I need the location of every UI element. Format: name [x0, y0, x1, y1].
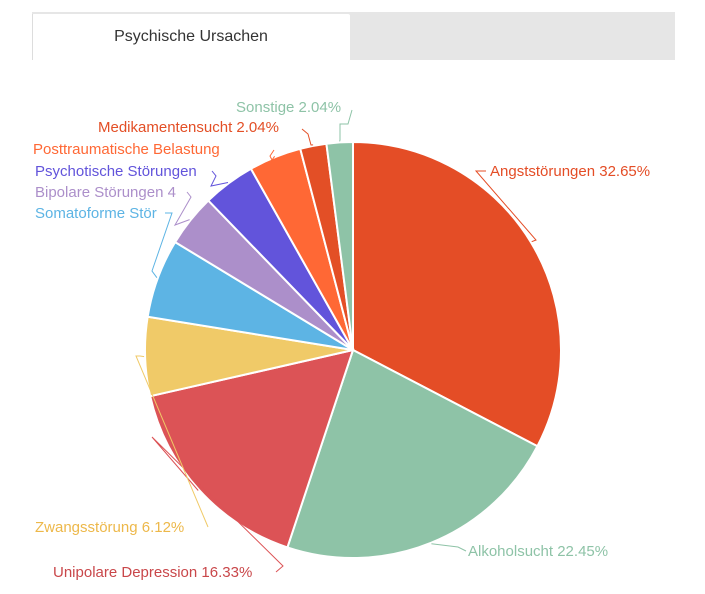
pie-label-4: Somatoforme Stör	[35, 205, 157, 222]
pie-leader-line-8	[301, 128, 314, 146]
pie-label-0: Angststörungen 32.65%	[490, 163, 650, 180]
pie-leader-line-3	[135, 355, 209, 528]
pie-leader-lines	[135, 109, 537, 573]
pie-label-7: Posttraumatische Belastung	[33, 141, 220, 158]
tab-psychische-ursachen[interactable]: Psychische Ursachen	[32, 14, 350, 60]
pie-label-3: Zwangsstörung 6.12%	[35, 519, 184, 536]
pie-label-1: Alkoholsucht 22.45%	[468, 543, 608, 560]
pie-label-2: Unipolare Depression 16.33%	[53, 564, 252, 581]
pie-slices	[144, 140, 562, 559]
pie-label-6: Psychotische Störungen	[35, 163, 197, 180]
pie-slice-0[interactable]	[352, 140, 562, 448]
pie-leader-line-4	[151, 212, 173, 278]
pie-leader-line-0	[474, 170, 537, 243]
pie-label-5: Bipolare Störungen 4	[35, 184, 176, 201]
pie-label-9: Sonstige 2.04%	[236, 99, 341, 116]
pie-leader-line-7	[269, 149, 276, 161]
pie-slice-1[interactable]	[286, 348, 539, 559]
pie-slice-2[interactable]	[148, 348, 355, 549]
pie-leader-line-5	[173, 191, 192, 226]
pie-leader-line-2	[151, 436, 284, 573]
pie-slice-9[interactable]	[325, 140, 354, 351]
pie-leader-line-1	[431, 543, 467, 552]
tab-label: Psychische Ursachen	[114, 28, 268, 45]
pie-leader-line-9	[339, 109, 353, 142]
pie-labels: Angststörungen 32.65% Alkoholsucht 22.45%…	[33, 99, 650, 581]
pie-label-8: Medikamentensucht 2.04%	[98, 119, 279, 136]
pie-leader-line-6	[210, 170, 229, 187]
